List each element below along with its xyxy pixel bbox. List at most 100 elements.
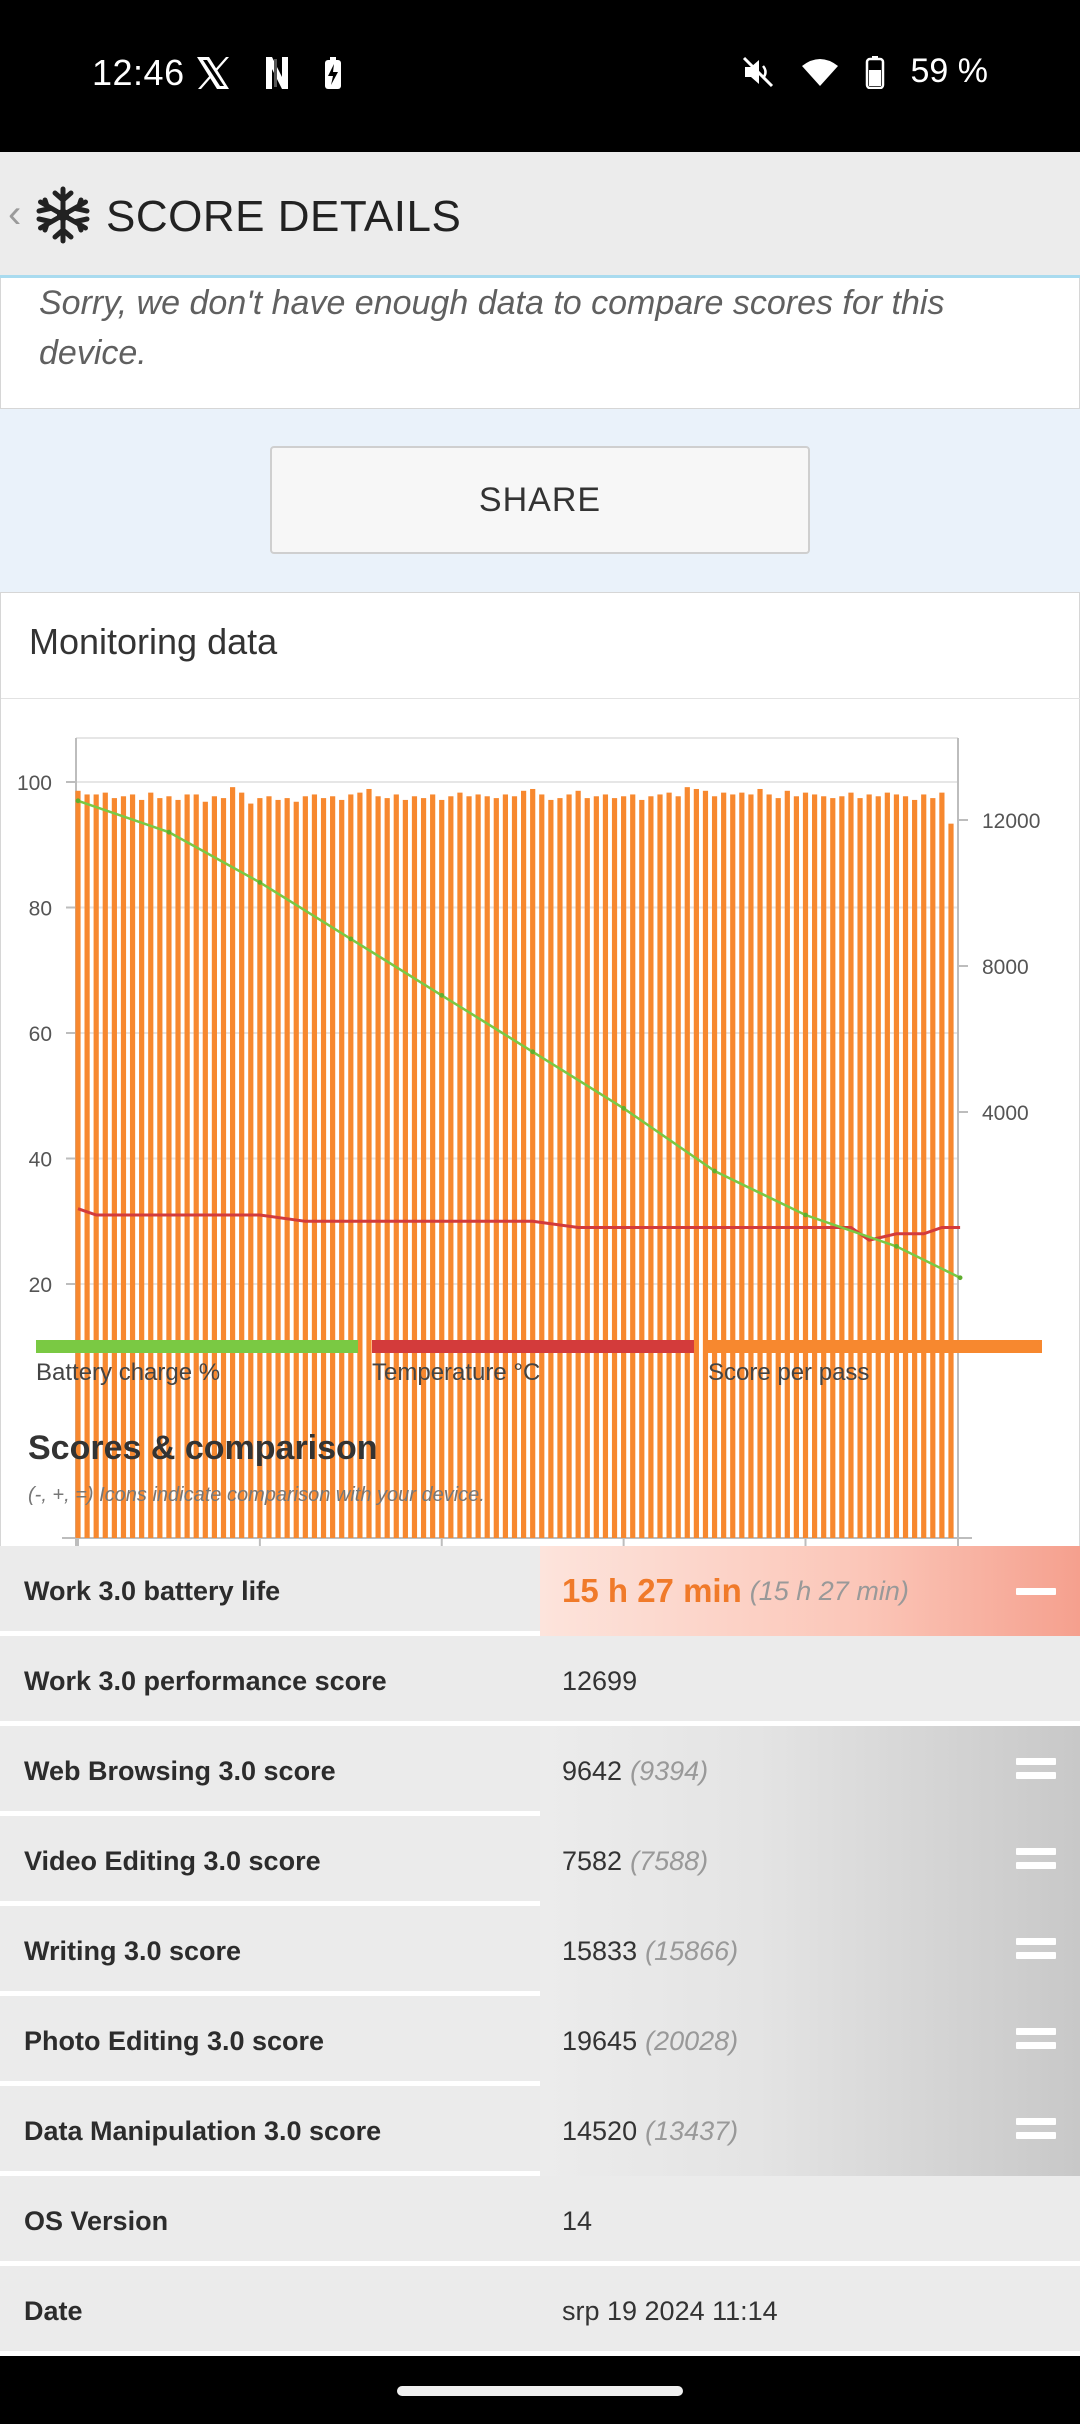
score-bar	[857, 798, 863, 1538]
row-value-main: 12699	[562, 1665, 638, 1696]
status-right: 59 %	[741, 52, 988, 91]
table-row[interactable]: Date srp 19 2024 11:14	[0, 2266, 1080, 2356]
score-bar	[193, 794, 199, 1538]
monitoring-header: Monitoring data	[1, 593, 1080, 699]
row-value-compare: (13437)	[645, 2115, 739, 2146]
table-row[interactable]: Data Manipulation 3.0 score 14520 (13437…	[0, 2086, 1080, 2176]
score-bar	[348, 794, 354, 1538]
row-value: 15 h 27 min (15 h 27 min)	[540, 1546, 1080, 1636]
score-bar	[884, 792, 890, 1538]
row-value: 14520 (13437)	[540, 2086, 1080, 2176]
row-value-main: 15833	[562, 1935, 638, 1966]
score-bar	[384, 798, 390, 1538]
legend-battery-swatch	[36, 1340, 358, 1353]
battery-point	[166, 829, 172, 835]
score-bar	[293, 801, 299, 1538]
score-bar	[120, 796, 127, 1538]
score-bar	[175, 799, 181, 1538]
row-value-main: 14	[562, 2205, 593, 2236]
battery-point	[894, 1243, 899, 1249]
score-bar	[220, 798, 227, 1538]
row-label: OS Version	[24, 2205, 169, 2236]
table-row[interactable]: Photo Editing 3.0 score 19645 (20028)	[0, 1996, 1080, 2086]
charging-icon	[323, 56, 343, 90]
score-bar	[530, 788, 536, 1538]
score-bar	[802, 792, 809, 1538]
left-tick-label: 80	[29, 898, 52, 921]
score-bar	[784, 790, 790, 1538]
score-bar	[266, 796, 272, 1538]
score-bar	[129, 794, 136, 1538]
legend-score-label: Score per pass	[708, 1359, 870, 1386]
score-bar	[893, 794, 900, 1538]
score-bar	[666, 792, 672, 1538]
score-bar	[111, 798, 117, 1538]
table-row[interactable]: OS Version 14	[0, 2176, 1080, 2266]
row-value-compare: (7588)	[630, 1845, 709, 1876]
score-bar	[275, 799, 281, 1538]
row-value: 14	[540, 2176, 1080, 2266]
battery-point	[712, 1168, 717, 1174]
score-bar	[430, 794, 436, 1538]
table-row[interactable]: Web Browsing 3.0 score 9642 (9394)	[0, 1726, 1080, 1816]
score-bar	[357, 792, 363, 1538]
table-row[interactable]: Work 3.0 battery life 15 h 27 min (15 h …	[0, 1546, 1080, 1636]
table-row[interactable]: Work 3.0 performance score 12699	[0, 1636, 1080, 1726]
score-bar	[248, 803, 254, 1538]
navigation-bar	[0, 2356, 1080, 2424]
row-value-main: 19645	[562, 2025, 638, 2056]
score-bar	[766, 794, 772, 1538]
notice-text: Sorry, we don't have enough data to comp…	[39, 284, 945, 372]
score-bar	[739, 792, 745, 1538]
score-bar	[211, 796, 218, 1538]
score-bar	[793, 796, 800, 1538]
score-bar	[475, 794, 481, 1538]
score-bar	[439, 799, 445, 1538]
score-bar	[948, 823, 954, 1538]
score-bar	[848, 792, 854, 1538]
score-bar	[830, 798, 836, 1538]
monitoring-chart: 100806040201200080004000Pass 0Pass 20Pas…	[17, 737, 1040, 1583]
score-bar	[875, 796, 881, 1538]
score-bar	[339, 799, 345, 1538]
score-bar	[748, 794, 754, 1538]
home-gesture-handle[interactable]	[397, 2386, 683, 2396]
score-bar	[839, 796, 845, 1538]
equal-icon	[1016, 2028, 1056, 2056]
content-area: Sorry, we don't have enough data to comp…	[0, 278, 1080, 2356]
battery-icon	[865, 55, 885, 89]
score-bar	[84, 794, 90, 1538]
score-bar	[166, 796, 172, 1538]
score-bar	[602, 794, 609, 1538]
equal-icon	[1016, 1848, 1056, 1876]
battery-point	[621, 1105, 627, 1111]
right-tick-label: 8000	[982, 956, 1029, 979]
score-bar	[566, 794, 572, 1538]
score-bar	[811, 794, 818, 1538]
score-bar	[466, 796, 472, 1538]
row-value: 7582 (7588)	[540, 1816, 1080, 1906]
score-bar	[184, 794, 190, 1538]
equal-icon	[1016, 2118, 1056, 2146]
score-bar	[611, 798, 618, 1538]
equal-icon	[1016, 1758, 1056, 1786]
table-row[interactable]: Video Editing 3.0 score 7582 (7588)	[0, 1816, 1080, 1906]
battery-line	[77, 799, 961, 1279]
legend-temperature: Temperature °C	[372, 1340, 694, 1400]
score-bar	[302, 796, 308, 1538]
scores-subtitle: (-, +, =) Icons indicate comparison with…	[28, 1484, 485, 1506]
score-bar	[484, 796, 490, 1538]
legend-temperature-swatch	[372, 1340, 694, 1353]
status-bar: 12:46 59 %	[0, 0, 1080, 152]
row-value: 15833 (15866)	[540, 1906, 1080, 1996]
row-label: Photo Editing 3.0 score	[24, 2025, 325, 2056]
score-bar	[493, 798, 499, 1538]
scores-table: Work 3.0 battery life 15 h 27 min (15 h …	[0, 1546, 1080, 2356]
row-label: Work 3.0 battery life	[24, 1575, 281, 1606]
score-bar	[502, 794, 509, 1538]
score-bar	[593, 796, 599, 1538]
row-value-main: 7582	[562, 1845, 623, 1876]
table-row[interactable]: Writing 3.0 score 15833 (15866)	[0, 1906, 1080, 1996]
share-button[interactable]: SHARE	[270, 446, 810, 554]
chevron-left-icon[interactable]: ‹	[8, 192, 22, 236]
